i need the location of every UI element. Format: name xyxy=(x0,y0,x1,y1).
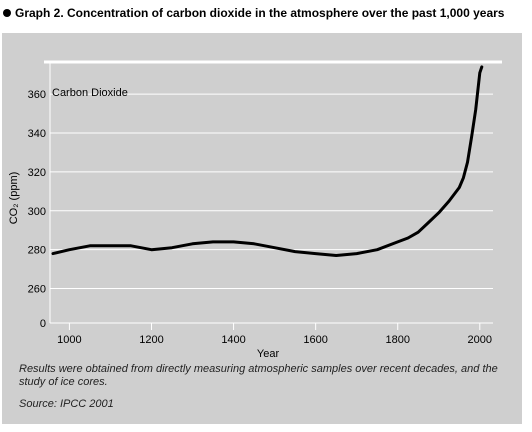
series-line-0 xyxy=(51,65,484,257)
x-tick-label-1400: 1400 xyxy=(221,334,245,346)
bullet-icon xyxy=(3,9,11,17)
y-tick-label-360: 360 xyxy=(28,89,46,101)
x-axis-title: Year xyxy=(257,348,280,360)
y-tick-label-300: 300 xyxy=(28,206,46,218)
x-tick-label-1000: 1000 xyxy=(57,334,81,346)
y-tick-label-340: 340 xyxy=(28,128,46,140)
y-tick-label-0: 0 xyxy=(40,318,46,330)
x-tick-label-2000: 2000 xyxy=(468,334,492,346)
y-tick-label-280: 280 xyxy=(28,245,46,257)
y-tick-label-320: 320 xyxy=(28,167,46,179)
x-tick-label-1600: 1600 xyxy=(303,334,327,346)
x-tick-label-1200: 1200 xyxy=(139,334,163,346)
chart-panel xyxy=(2,33,522,424)
y-axis-title: CO₂ (ppm) xyxy=(8,172,20,225)
y-tick-label-260: 260 xyxy=(28,284,46,296)
chart-heading-text: Graph 2. Concentration of carbon dioxide… xyxy=(15,6,505,20)
chart-title: Carbon Dioxide xyxy=(52,87,128,99)
chart-caption: Results were obtained from directly meas… xyxy=(19,363,498,388)
chart-source: Source: IPCC 2001 xyxy=(19,398,114,410)
chart-heading: Graph 2. Concentration of carbon dioxide… xyxy=(3,6,504,20)
x-tick-label-1800: 1800 xyxy=(385,334,409,346)
